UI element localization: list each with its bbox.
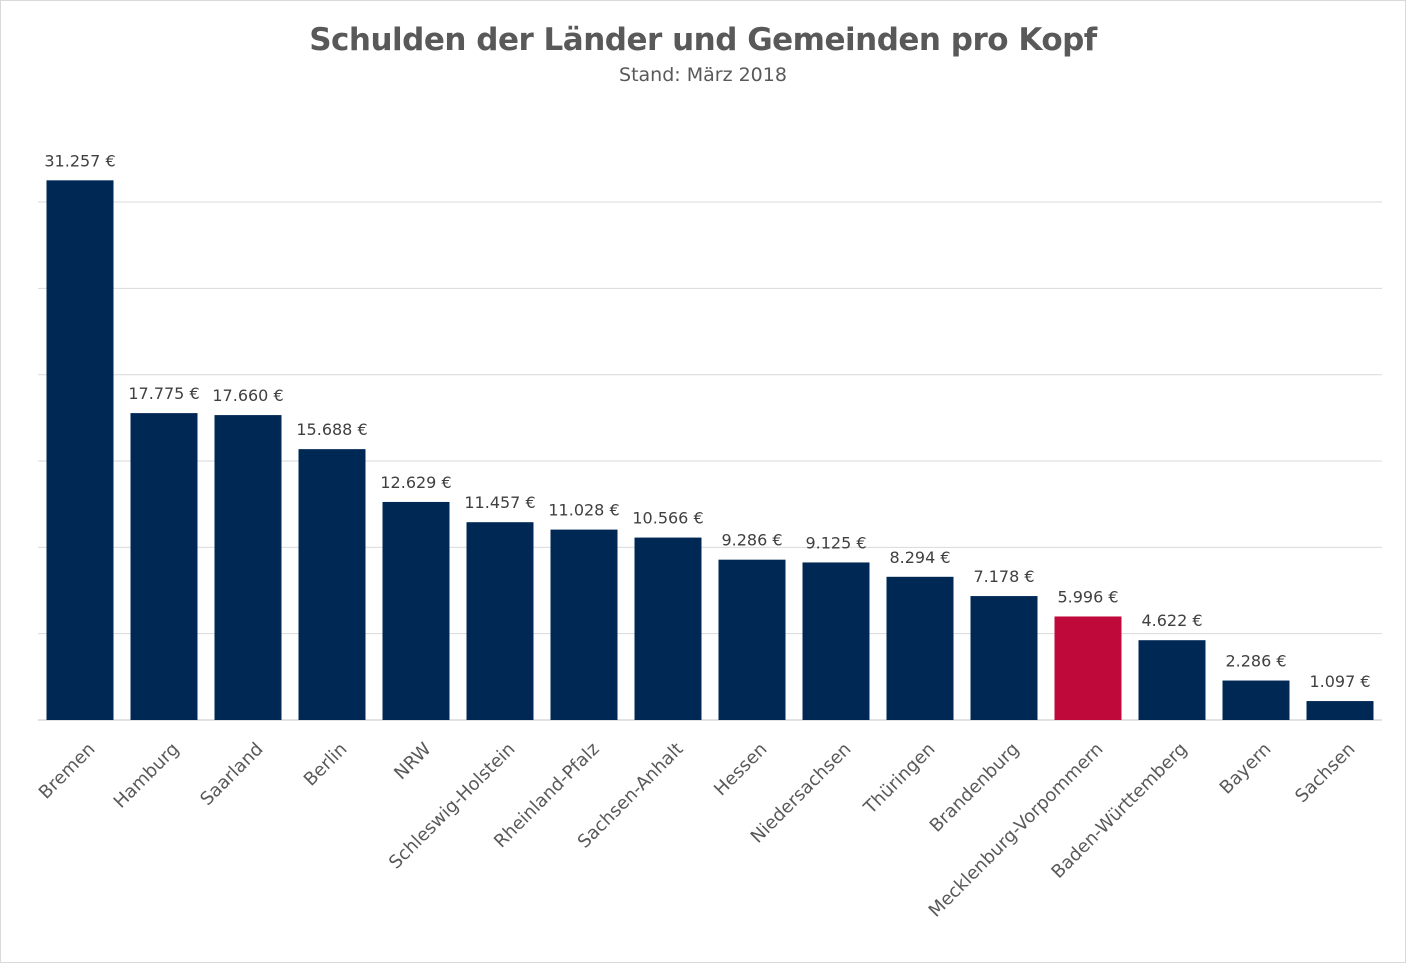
data-label: 9.286 €	[721, 531, 782, 550]
category-label: NRW	[390, 739, 435, 784]
data-label: 1.097 €	[1309, 672, 1370, 691]
bar-mecklenburg-vorpommern	[1054, 616, 1122, 720]
bars	[46, 180, 1374, 720]
data-label: 5.996 €	[1057, 587, 1118, 606]
category-label: Saarland	[196, 739, 267, 810]
category-labels: Bremen Hamburg Saarland Berlin NRWSchleswig-…	[35, 739, 1360, 922]
category-label: Bremen	[35, 739, 100, 804]
bar-saarland	[214, 415, 282, 720]
data-label: 11.457 €	[464, 493, 535, 512]
bar-baden-württemberg	[1138, 640, 1206, 720]
bar-niedersachsen	[802, 562, 870, 720]
data-label: 12.629 €	[380, 473, 451, 492]
category-label: Hamburg	[110, 739, 184, 813]
data-label: 17.660 €	[212, 386, 283, 405]
data-label: 15.688 €	[296, 420, 367, 439]
bar-schleswig-holstein	[466, 522, 534, 720]
data-label: 9.125 €	[805, 533, 866, 552]
category-label: Bayern	[1216, 739, 1276, 799]
data-labels: 31.257 € 17.775 € 17.660 € 15.688 € 12.629 €…	[44, 151, 1370, 691]
bar-rheinland-pfalz	[550, 529, 618, 720]
category-label: Thüringen	[859, 739, 939, 819]
bar-sachsen	[1306, 701, 1374, 720]
data-label: 8.294 €	[889, 548, 950, 567]
category-label: Berlin	[300, 739, 352, 791]
bar-thüringen	[886, 576, 954, 720]
bar-nrw	[382, 501, 450, 720]
bar-sachsen-anhalt	[634, 537, 702, 720]
category-label: Baden-Württemberg	[1047, 739, 1191, 883]
chart-title: Schulden der Länder und Gemeinden pro Ko…	[309, 22, 1097, 58]
data-label: 7.178 €	[973, 567, 1034, 586]
data-label: 2.286 €	[1225, 652, 1286, 671]
data-label: 11.028 €	[548, 501, 619, 520]
bar-berlin	[298, 449, 366, 720]
bar-brandenburg	[970, 596, 1038, 720]
bar-bremen	[46, 180, 114, 720]
bar-bayern	[1222, 680, 1290, 720]
bar-hamburg	[130, 413, 198, 720]
data-label: 10.566 €	[632, 509, 703, 528]
data-label: 4.622 €	[1141, 611, 1202, 630]
bar-hessen	[718, 559, 786, 720]
data-label: 31.257 €	[44, 151, 115, 170]
category-label: Hessen	[710, 739, 771, 800]
chart-subtitle: Stand: März 2018	[619, 64, 787, 86]
category-label: Mecklenburg-Vorpommern	[925, 739, 1108, 922]
data-label: 17.775 €	[128, 384, 199, 403]
category-label: Sachsen	[1291, 739, 1359, 807]
